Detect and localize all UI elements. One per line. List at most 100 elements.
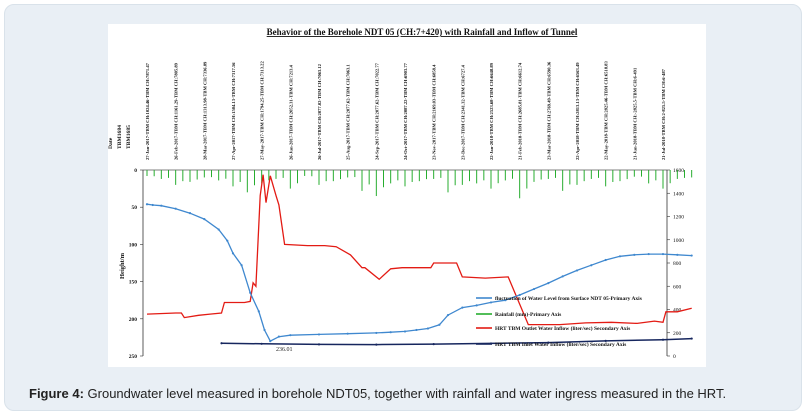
header-label: TBM1684 xyxy=(117,125,123,149)
water-level-line-point xyxy=(676,253,679,256)
y2-tick-label: 600 xyxy=(673,284,682,290)
y2-tick-label: 1000 xyxy=(673,238,684,244)
x-tick-label: 27-Apr-2017-TBM CH:1504.13-TBM CH:7317.5… xyxy=(231,62,236,160)
water-level-line-point xyxy=(263,328,266,332)
x-tick-label: 27-Jan-2017-TBM CH:1024.46-TBM CH:7871.4… xyxy=(145,62,150,160)
water-level-line-point xyxy=(489,301,493,304)
inflow-inlet-line-point xyxy=(604,339,607,342)
water-level-line-point xyxy=(575,269,579,272)
x-tick-label: 23-Mar-2018-TBM CH:2769.49-TBM CH:6590.3… xyxy=(546,61,551,160)
water-level-line-point xyxy=(547,281,550,285)
water-level-line-point xyxy=(426,327,430,330)
x-tick-label: 21-Jun-2018-TBM CH:-2825.5-TBM CH:6-491 xyxy=(632,67,637,160)
figure-frame: Behavior of the Borehole NDT 05 (CH:7+42… xyxy=(4,4,802,411)
y2-tick-label: 0 xyxy=(673,354,676,360)
water-level-line-point xyxy=(217,228,220,231)
y2-tick-label: 800 xyxy=(673,261,682,267)
water-level-line-point xyxy=(226,239,229,242)
water-level-line-point xyxy=(375,331,378,335)
x-tick-label: 28-Mar-2017-TBM CH:1313.98-TBM CH:7336.8… xyxy=(202,61,207,160)
x-tick-label: 25-Aug-2017-TBM CH:2077.62-TBM CH:7063.1 xyxy=(346,64,351,160)
header-label: TBM1685 xyxy=(126,125,132,149)
water-level-line-point xyxy=(690,254,693,257)
chart-svg: Behavior of the Borehole NDT 05 (CH:7+42… xyxy=(108,27,693,360)
caption-label: Figure 4: xyxy=(29,386,84,401)
inflow-inlet-line-point xyxy=(220,342,223,345)
legend-label: HRT TBM Inlet Water Inflow (liter/sec) S… xyxy=(495,341,626,348)
legend-label: HRT TBM Outlet Water Inflow (liter/sec) … xyxy=(495,325,630,332)
water-level-line-point xyxy=(461,306,464,309)
y-tick-label: 200 xyxy=(129,317,138,323)
water-level-line-point xyxy=(561,275,564,278)
x-tick-label: 21-Jul-2018-TBM CH:2-825.5-TBM CH:6-487 xyxy=(661,68,666,160)
water-level-line xyxy=(146,203,692,342)
water-level-line-point xyxy=(160,204,163,207)
caption-text: Groundwater level measured in borehole N… xyxy=(87,386,727,401)
x-tick-label: 22-Apr-2018-TBM CH:2813.13-TBM CH:6563.4… xyxy=(575,62,580,160)
min-level-annotation: 236.01 xyxy=(276,347,293,353)
water-level-line-point xyxy=(403,330,407,333)
y2-tick-label: 1200 xyxy=(673,215,684,221)
y2-tick-label: 400 xyxy=(673,308,682,314)
chart-image: Behavior of the Borehole NDT 05 (CH:7+42… xyxy=(108,24,706,367)
water-level-line-point xyxy=(257,310,260,313)
water-level-line-point xyxy=(240,264,243,267)
water-level-line-point xyxy=(151,203,154,207)
water-level-line-point xyxy=(145,203,149,206)
x-tick-label: 23-Dec-2017-TBM CH:2341.32-TBM CH:6727.4 xyxy=(460,64,465,160)
water-level-line-point xyxy=(277,335,280,338)
water-level-line-point xyxy=(647,252,650,256)
inflow-inlet-line-point xyxy=(547,341,550,344)
y2-tick-label: 1400 xyxy=(673,191,684,197)
water-level-line-point xyxy=(389,331,392,334)
water-level-line-point xyxy=(269,340,272,343)
water-level-line-point xyxy=(518,293,521,297)
inflow-inlet-line xyxy=(221,337,692,346)
water-level-line-point xyxy=(446,313,450,317)
x-tick-label: 24-Oct-2017-TBM CH:2087.22-TBM CH:6903.7… xyxy=(403,62,408,160)
inflow-inlet-line-point xyxy=(432,343,435,346)
water-level-line-point xyxy=(203,218,206,221)
water-level-line-point xyxy=(231,252,235,255)
water-level-line-point xyxy=(289,334,292,337)
inflow-inlet-line-point xyxy=(260,342,263,345)
x-tick-label: 26-Jun-2017-TBM CH:2052.31-TBM CH:7213.4 xyxy=(288,64,293,160)
water-level-line-point xyxy=(415,328,418,332)
water-level-line-point xyxy=(346,332,349,335)
y2-tick-label: 200 xyxy=(673,331,682,337)
water-level-line-point xyxy=(633,253,636,256)
water-level-line-point xyxy=(174,207,177,210)
water-level-line-point xyxy=(249,291,252,294)
water-level-line-point xyxy=(438,323,441,326)
x-tick-label: 22-May-2018-TBM CH:2825.46-TBM CH:6518.8… xyxy=(604,61,609,160)
figure-caption: Figure 4: Groundwater level measured in … xyxy=(29,386,789,401)
water-level-line-point xyxy=(618,255,622,258)
y2-tick-label: 1600 xyxy=(673,168,684,174)
x-tick-label: 26-Feb-2017-TBM CH:1161.29-TBM CH:7805.8… xyxy=(174,62,179,160)
x-tick-label: 26-Jul-2017-TBM CH:2077.02-TBM CH:7063.1… xyxy=(317,63,322,160)
x-tick-label: 21-Feb-2018-TBM CH:2685.81-TBM CH:6612.7… xyxy=(518,62,523,160)
water-level-line-point xyxy=(188,212,192,215)
y-tick-label: 0 xyxy=(134,168,137,174)
x-tick-label: 24-Sep-2017-TBM CH:2077.62-TBM CH:7022.7… xyxy=(374,62,379,160)
chart-title: Behavior of the Borehole NDT 05 (CH:7+42… xyxy=(267,27,578,37)
inflow-inlet-line-point xyxy=(375,343,378,346)
x-tick-label: 27-May-2017-TBM CH:1794.25-TBM CH:7313.2… xyxy=(260,61,265,160)
x-tick-label: 22-Jan-2018-TBM CH:2523.68-TBM CH:6648.8… xyxy=(489,62,494,160)
x-tick-label: 23-Nov-2017-TBM CH:2169.03-TBM CH:6858.4 xyxy=(432,64,437,160)
y-tick-label: 50 xyxy=(132,205,138,211)
water-level-line-point xyxy=(532,287,536,291)
inflow-outlet-line xyxy=(146,174,692,326)
water-level-line-point xyxy=(604,258,607,262)
y-axis-label: Height/m xyxy=(119,252,126,279)
water-level-line-point xyxy=(590,264,593,267)
legend-label: fluctuation of Water Level from Surface … xyxy=(495,296,642,302)
y-tick-label: 250 xyxy=(129,354,138,360)
inflow-inlet-line-point xyxy=(661,338,665,341)
y-tick-label: 100 xyxy=(129,242,138,248)
water-level-line-point xyxy=(504,299,507,302)
inflow-inlet-line-point xyxy=(317,343,321,346)
header-label: Date xyxy=(108,137,114,149)
water-level-line-point xyxy=(475,304,478,307)
y-tick-label: 150 xyxy=(129,280,138,286)
